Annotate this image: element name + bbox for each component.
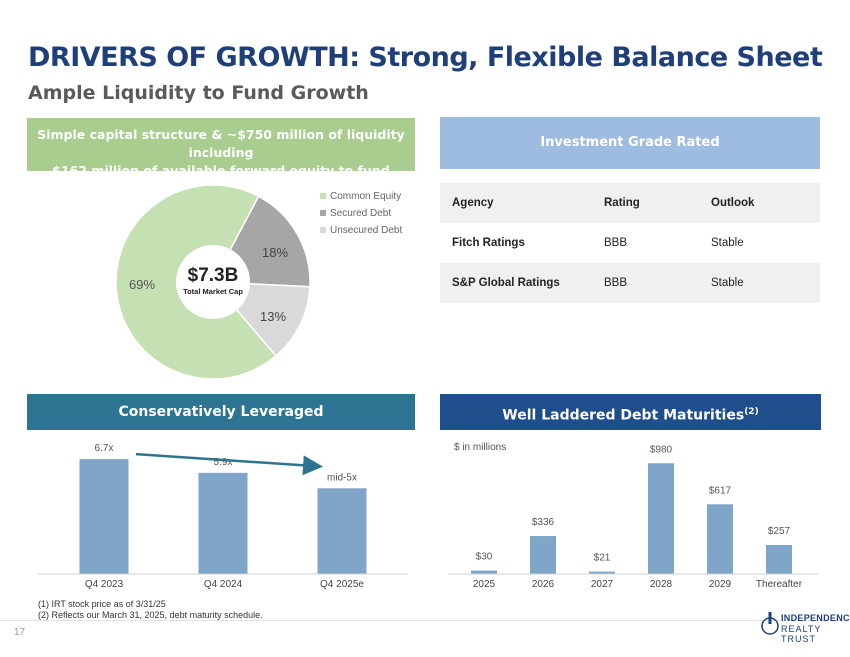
- ratings-table: Agency Rating Outlook Fitch Ratings BBB …: [440, 183, 820, 303]
- maturity-bar-thereafter: [766, 544, 792, 574]
- investment-grade-header: Investment Grade Rated: [440, 117, 820, 169]
- logo-line-2: REALTY TRUST: [781, 624, 822, 644]
- legend-swatch-secured-debt: [320, 210, 326, 216]
- company-logo: INDEPENDENCE REALTY TRUST: [760, 608, 850, 644]
- column-header-rating: Rating: [592, 183, 699, 223]
- maturity-bar-2025: [471, 570, 497, 574]
- legend-swatch-unsecured-debt: [320, 227, 326, 233]
- maturity-category-label: Thereafter: [756, 579, 803, 590]
- pie-center-value: $7.3B: [188, 265, 239, 286]
- maturity-data-label: $336: [532, 517, 555, 528]
- agency-cell: S&P Global Ratings: [440, 263, 592, 303]
- leverage-data-label: mid-5x: [327, 472, 357, 483]
- maturities-y-label: $ in millions: [454, 442, 506, 453]
- pie-label-common-equity: 69%: [129, 277, 155, 292]
- pie-label-unsecured-debt: 13%: [260, 309, 286, 324]
- leverage-category-label: Q4 2024: [204, 579, 243, 590]
- page-number: 17: [14, 627, 26, 638]
- table-row: Fitch Ratings BBB Stable: [440, 223, 820, 263]
- leverage-header: Conservatively Leveraged: [27, 394, 415, 430]
- leverage-bar-2: [198, 472, 248, 574]
- maturity-bar-2029: [707, 504, 733, 574]
- maturity-category-label: 2028: [650, 579, 673, 590]
- footer-divider: [0, 620, 850, 621]
- donut-hole: [176, 245, 250, 319]
- maturity-data-label: $257: [768, 526, 791, 537]
- liquidity-panel: Simple capital structure & ~$750 million…: [27, 118, 415, 199]
- liquidity-line-1: Simple capital structure & ~$750 million…: [37, 127, 405, 160]
- table-row: S&P Global Ratings BBB Stable: [440, 263, 820, 303]
- legend-secured-debt: Secured Debt: [330, 208, 391, 219]
- maturity-bar-2028: [648, 463, 674, 574]
- footnote-2: (2) Reflects our March 31, 2025, debt ma…: [38, 610, 263, 620]
- rating-cell: BBB: [592, 263, 699, 303]
- pie-center-label: Total Market Cap: [183, 287, 243, 296]
- leverage-category-label: Q4 2023: [85, 579, 124, 590]
- logo-mark-icon: [761, 612, 779, 635]
- maturities-footnote-mark: (2): [744, 407, 759, 417]
- leverage-data-label: 5.9x: [214, 457, 233, 468]
- maturity-data-label: $617: [709, 485, 732, 496]
- table-header-row: Agency Rating Outlook: [440, 183, 820, 223]
- market-cap-donut-chart: $7.3B Total Market Cap 69% 18% 13% Commo…: [115, 185, 402, 380]
- maturities-header: Well Laddered Debt Maturities(2): [440, 394, 821, 430]
- leverage-trend-arrow: [135, 452, 323, 476]
- rating-cell: BBB: [592, 223, 699, 263]
- maturity-data-label: $980: [650, 444, 673, 455]
- column-header-outlook: Outlook: [699, 183, 820, 223]
- debt-maturities-bar-chart: $ in millions $30 2025 $336 2026 $21 2027 $980…: [448, 442, 818, 590]
- pie-label-secured-debt: 18%: [262, 245, 288, 260]
- outlook-cell: Stable: [699, 223, 820, 263]
- legend-unsecured-debt: Unsecured Debt: [330, 225, 402, 236]
- maturity-bar-2027: [589, 571, 615, 574]
- leverage-bar-3: [317, 488, 367, 574]
- maturities-header-text: Well Laddered Debt Maturities: [502, 407, 745, 424]
- leverage-category-label: Q4 2025e: [320, 579, 364, 590]
- page-subtitle: Ample Liquidity to Fund Growth: [28, 82, 369, 104]
- legend-swatch-common-equity: [320, 193, 326, 199]
- maturity-data-label: $30: [476, 552, 493, 563]
- leverage-bar-1: [79, 459, 129, 574]
- outlook-cell: Stable: [699, 263, 820, 303]
- leverage-data-label: 6.7x: [95, 443, 114, 454]
- column-header-agency: Agency: [440, 183, 592, 223]
- logo-line-1: INDEPENDENCE: [781, 613, 850, 623]
- maturity-category-label: 2029: [709, 579, 732, 590]
- maturity-category-label: 2027: [591, 579, 614, 590]
- maturity-category-label: 2025: [473, 579, 496, 590]
- maturity-bar-2026: [530, 536, 556, 574]
- maturity-category-label: 2026: [532, 579, 555, 590]
- agency-cell: Fitch Ratings: [440, 223, 592, 263]
- legend-common-equity: Common Equity: [330, 191, 401, 202]
- page-title: DRIVERS OF GROWTH: Strong, Flexible Bala…: [28, 42, 823, 73]
- footnote-1: (1) IRT stock price as of 3/31/25: [38, 599, 166, 609]
- maturity-data-label: $21: [594, 553, 611, 564]
- leverage-bar-chart: 6.7x Q4 2023 5.9x Q4 2024 mid-5x Q4 2025e: [38, 443, 408, 590]
- liquidity-footnote-mark: (1): [239, 184, 253, 193]
